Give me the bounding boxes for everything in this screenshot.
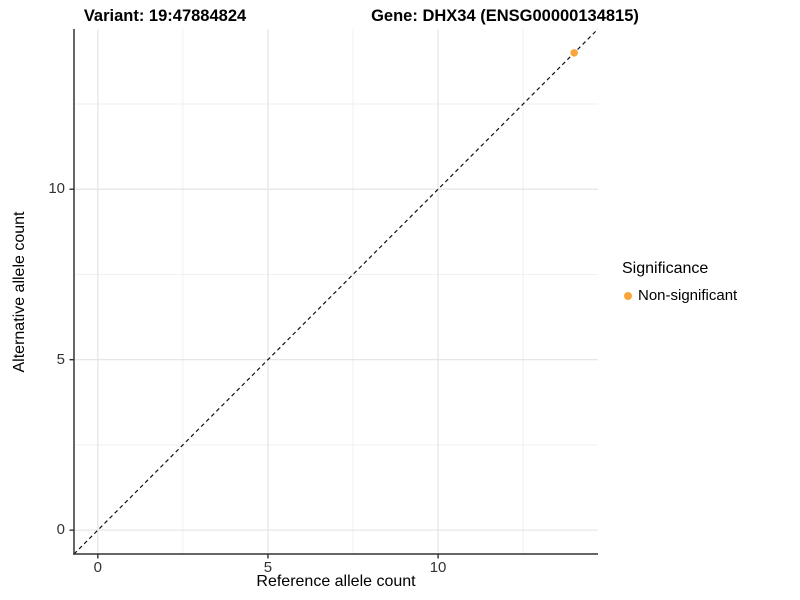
variant-title: Variant: 19:47884824	[83, 7, 247, 25]
y-tick-label: 10	[48, 180, 65, 198]
legend-item-non-significant: Non-significant	[620, 287, 798, 304]
y-tick-label: 5	[56, 350, 65, 368]
legend-title: Significance	[622, 260, 709, 277]
legend-item-label: Non-significant	[638, 287, 738, 304]
x-axis-title: Reference allele count	[256, 573, 416, 590]
data-point-14-14	[570, 49, 578, 57]
x-tick-label: 0	[93, 559, 102, 576]
x-tick-label: 10	[429, 559, 447, 576]
gene-title: Gene: DHX34 (ENSG00000134815)	[371, 7, 639, 25]
y-axis-title: Alternative allele count	[11, 211, 28, 373]
legend: Significance Non-significant	[620, 260, 798, 304]
non-significant-point-icon	[624, 291, 632, 300]
identity-reference-line	[73, 28, 599, 555]
x-tick-label: 5	[263, 559, 273, 576]
y-tick-label: 0	[56, 521, 65, 539]
